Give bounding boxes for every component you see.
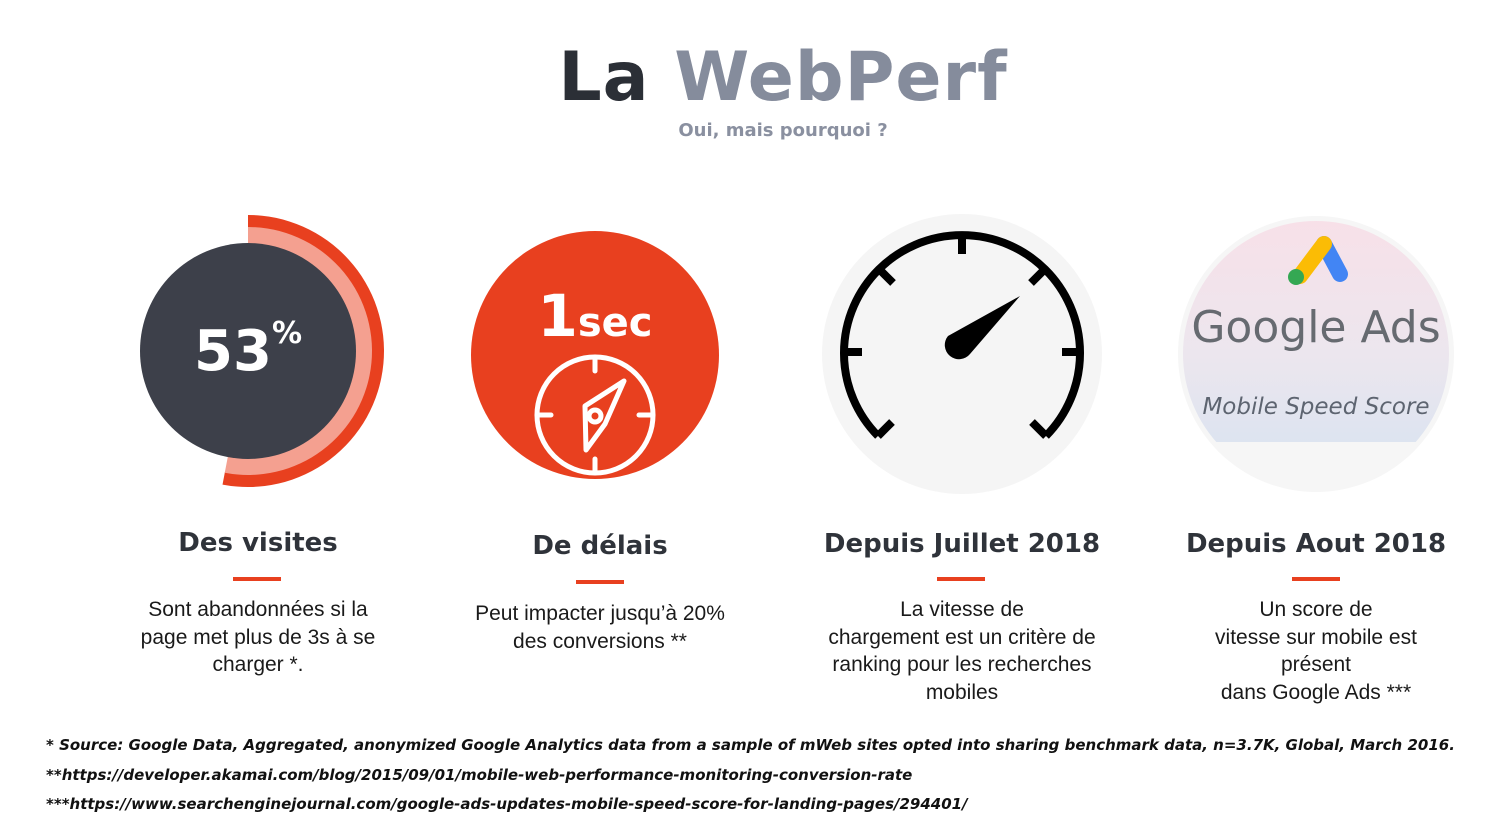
stat-heading-delay: De délais [532, 531, 668, 561]
heading-underline [937, 577, 985, 581]
stat-body-delay: Peut impacter jusqu’à 20% des conversion… [440, 600, 760, 655]
stat-body-visits: Sont abandonnées si la page met plus de … [98, 596, 418, 679]
footnote-source: * Source: Google Data, Aggregated, anony… [46, 736, 1455, 754]
seconds-value: 1 [537, 282, 577, 350]
body-line: ranking pour les recherches [832, 653, 1092, 676]
heading-underline [576, 580, 624, 584]
title-part-1: La [558, 38, 650, 117]
compass-glyph [534, 354, 656, 476]
dark-disc [140, 243, 356, 459]
mobile-speed-score-caption: Mobile Speed Score [1202, 394, 1429, 420]
google-ads-wordmark: Google Ads [1191, 302, 1440, 353]
body-line: des conversions ** [513, 629, 687, 653]
page-title: La WebPerf [0, 38, 1496, 118]
percent-unit: % [272, 316, 302, 351]
stat-heading-visits: Des visites [178, 528, 338, 558]
svg-text:53%: 53% [194, 316, 302, 384]
body-line: présent [1280, 653, 1352, 676]
heading-underline [1292, 577, 1340, 581]
page-subtitle: Oui, mais pourquoi ? [678, 120, 888, 141]
body-line: La vitesse de [900, 598, 1024, 621]
heading-underline [233, 577, 281, 581]
body-line: Peut impacter jusqu’à 20% [475, 602, 725, 625]
seconds-unit: sec [578, 300, 653, 346]
speedometer-icon [822, 214, 1102, 494]
stat-body-aug-2018: Un score de vitesse sur mobile est prése… [1156, 596, 1476, 706]
body-line: chargement est un critère de [828, 625, 1096, 649]
stat-body-july-2018: La vitesse de chargement est un critère … [802, 596, 1122, 706]
body-line: mobiles [925, 680, 999, 704]
google-ads-logo-icon: Google Ads Mobile Speed Score [1178, 216, 1454, 492]
compass-icon: 1sec [471, 231, 719, 479]
footnote-akamai-link: **https://developer.akamai.com/blog/2015… [46, 766, 913, 784]
title-part-2: WebPerf [674, 38, 1008, 117]
donut-53-percent-icon: 53% [140, 215, 384, 487]
body-line: Un score de [1259, 598, 1373, 621]
footnote-sej-link: ***https://www.searchenginejournal.com/g… [46, 795, 968, 813]
svg-text:1sec: 1sec [537, 282, 652, 350]
google-ads-mark [1288, 236, 1348, 285]
stat-heading-july-2018: Depuis Juillet 2018 [823, 529, 1101, 559]
body-line: dans Google Ads *** [1220, 680, 1412, 704]
speedometer-needle [944, 296, 1020, 360]
body-line: charger *. [212, 653, 304, 676]
percent-value: 53 [194, 319, 272, 384]
stat-heading-aug-2018: Depuis Aout 2018 [1185, 529, 1447, 559]
body-line: Sont abandonnées si la [148, 598, 368, 621]
body-line: vitesse sur mobile est [1215, 625, 1417, 649]
body-line: page met plus de 3s à se [140, 625, 376, 649]
